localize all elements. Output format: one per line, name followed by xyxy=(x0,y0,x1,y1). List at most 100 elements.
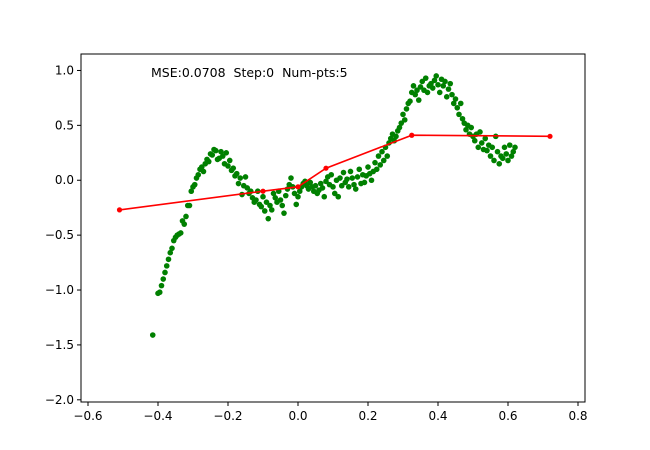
scatter-point xyxy=(293,201,300,208)
scatter-point xyxy=(384,153,391,159)
scatter-point xyxy=(505,157,511,164)
scatter-point xyxy=(494,148,501,155)
scatter-point xyxy=(242,174,249,180)
scatter-point xyxy=(335,193,342,200)
scatter-point xyxy=(436,89,443,96)
scatter-point xyxy=(181,221,188,227)
fit-line-marker xyxy=(323,165,329,171)
scatter-point xyxy=(307,179,314,186)
scatter-point xyxy=(267,202,273,209)
scatter-point xyxy=(380,157,387,164)
scatter-point xyxy=(373,166,380,173)
x-tick-label: 0.8 xyxy=(568,409,587,423)
scatter-point xyxy=(160,276,167,282)
scatter-point xyxy=(499,155,506,162)
scatter-point xyxy=(260,193,266,200)
fit-line-marker xyxy=(547,133,553,139)
scatter-point xyxy=(471,137,478,144)
fit-line xyxy=(119,134,551,211)
fit-line-marker xyxy=(116,207,123,213)
scatter-point xyxy=(244,185,251,191)
scatter-point xyxy=(412,91,419,98)
scatter-point xyxy=(209,152,216,158)
scatter-point xyxy=(169,245,175,252)
scatter-point xyxy=(445,86,452,92)
scatter-point xyxy=(351,181,357,188)
scatter-point xyxy=(452,96,459,102)
scatter-point xyxy=(233,170,240,177)
y-tick-label: −1.0 xyxy=(45,283,74,297)
scatter-point xyxy=(510,148,517,155)
fit-line-marker xyxy=(260,188,266,194)
scatter-point xyxy=(379,148,385,155)
scatter-point xyxy=(279,202,286,209)
scatter-point xyxy=(265,215,272,222)
scatter-point xyxy=(440,83,447,89)
scatter-point xyxy=(393,133,399,140)
scatter-point xyxy=(282,192,289,199)
scatter-point xyxy=(354,174,361,180)
scatter-point xyxy=(295,193,301,200)
scatter-point xyxy=(328,171,335,178)
scatter-point xyxy=(468,124,475,131)
scatter-point xyxy=(186,202,193,209)
scatter-point xyxy=(167,249,174,256)
y-tick-label: 1.0 xyxy=(55,63,74,77)
scatter-point xyxy=(478,140,485,146)
scatter-point xyxy=(317,180,324,187)
data-layer xyxy=(116,73,553,338)
scatter-point xyxy=(417,84,424,90)
scatter-point xyxy=(288,175,294,181)
y-tick-label: −2.0 xyxy=(45,393,74,407)
scatter-point xyxy=(281,210,287,216)
scatter-point xyxy=(226,157,233,164)
scatter-point xyxy=(237,175,244,181)
scatter-point xyxy=(489,144,496,151)
scatter-point xyxy=(345,184,352,190)
scatter-point xyxy=(338,182,345,189)
scatter-point xyxy=(223,150,230,156)
scatter-point xyxy=(188,188,195,195)
plot-frame xyxy=(80,53,586,403)
scatter-point xyxy=(296,188,303,195)
scatter-point xyxy=(496,160,503,167)
scatter-point xyxy=(459,115,466,122)
scatter-point xyxy=(235,180,242,187)
y-tick-label: 0.5 xyxy=(55,118,74,132)
scatter-point xyxy=(352,186,359,192)
scatter-point xyxy=(443,94,450,100)
scatter-point xyxy=(344,176,350,182)
scatter-point xyxy=(331,190,338,197)
scatter-point xyxy=(263,199,270,206)
scatter-point xyxy=(319,185,326,191)
scatter-point xyxy=(149,332,156,338)
scatter-point xyxy=(347,168,354,175)
scatter-point xyxy=(230,165,237,171)
scatter-point xyxy=(372,159,378,166)
scatter-point xyxy=(449,91,455,98)
scatter-point xyxy=(356,166,363,173)
scatter-point xyxy=(163,263,170,269)
scatter-point xyxy=(512,144,518,151)
x-tick-label: −0.6 xyxy=(73,409,102,423)
fit-line-marker xyxy=(409,132,415,138)
scatter-point xyxy=(456,111,462,118)
scatter-point xyxy=(506,142,513,148)
fit-line-series xyxy=(116,132,553,213)
scatter-point xyxy=(484,147,490,154)
scatter-point xyxy=(158,282,165,289)
scatter-point xyxy=(195,171,202,178)
scatter-point xyxy=(501,144,508,151)
scatter-point xyxy=(312,182,319,189)
scatter-point xyxy=(165,256,172,263)
scatter-point xyxy=(323,178,329,185)
scatter-point xyxy=(401,117,408,123)
scatter-point xyxy=(337,175,343,181)
scatter-point xyxy=(375,153,382,159)
y-tick-label: −0.5 xyxy=(45,228,74,242)
scatter-point xyxy=(415,97,422,103)
scatter-point xyxy=(508,153,515,159)
scatter-point xyxy=(487,153,494,159)
x-tick-label: 0.0 xyxy=(288,409,307,423)
